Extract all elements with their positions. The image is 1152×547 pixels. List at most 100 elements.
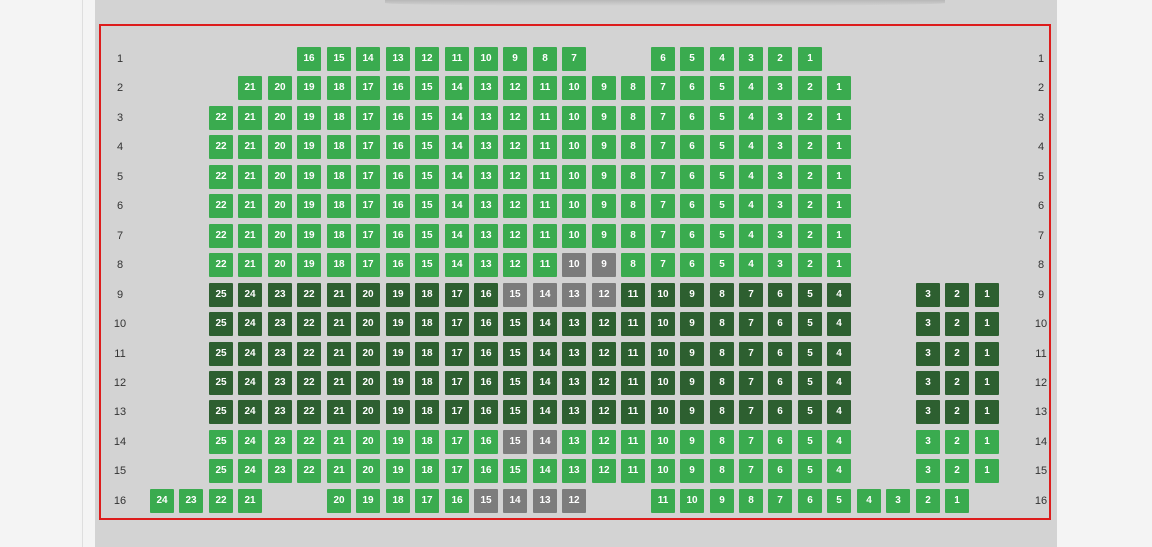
seat[interactable]: 13 xyxy=(386,47,410,71)
seat[interactable]: 9 xyxy=(680,342,704,366)
seat[interactable]: 2 xyxy=(798,106,822,130)
seat[interactable]: 3 xyxy=(768,165,792,189)
seat[interactable]: 19 xyxy=(297,194,321,218)
seat[interactable]: 5 xyxy=(798,459,822,483)
seat[interactable]: 23 xyxy=(268,371,292,395)
seat[interactable]: 9 xyxy=(680,371,704,395)
seat[interactable]: 21 xyxy=(327,459,351,483)
seat[interactable]: 6 xyxy=(680,165,704,189)
seat[interactable]: 6 xyxy=(768,459,792,483)
seat[interactable]: 19 xyxy=(297,165,321,189)
seat[interactable]: 22 xyxy=(297,400,321,424)
seat[interactable]: 9 xyxy=(592,194,616,218)
seat[interactable]: 8 xyxy=(710,459,734,483)
seat[interactable]: 9 xyxy=(592,106,616,130)
seat[interactable]: 14 xyxy=(533,342,557,366)
seat[interactable]: 6 xyxy=(680,253,704,277)
seat[interactable]: 16 xyxy=(445,489,469,513)
seat[interactable]: 15 xyxy=(415,76,439,100)
seat[interactable]: 17 xyxy=(356,106,380,130)
seat[interactable]: 2 xyxy=(798,76,822,100)
seat[interactable]: 10 xyxy=(562,106,586,130)
seat[interactable]: 10 xyxy=(562,165,586,189)
seat[interactable]: 7 xyxy=(768,489,792,513)
seat[interactable]: 16 xyxy=(386,224,410,248)
seat[interactable]: 18 xyxy=(415,312,439,336)
seat[interactable]: 3 xyxy=(916,312,940,336)
seat[interactable]: 15 xyxy=(415,253,439,277)
seat[interactable]: 11 xyxy=(533,253,557,277)
seat[interactable]: 18 xyxy=(415,371,439,395)
seat[interactable]: 17 xyxy=(356,194,380,218)
seat[interactable]: 13 xyxy=(562,430,586,454)
seat[interactable]: 18 xyxy=(415,400,439,424)
seat[interactable]: 12 xyxy=(592,312,616,336)
seat[interactable]: 5 xyxy=(710,165,734,189)
seat[interactable]: 8 xyxy=(621,76,645,100)
seat[interactable]: 23 xyxy=(179,489,203,513)
seat[interactable]: 11 xyxy=(621,400,645,424)
seat[interactable]: 3 xyxy=(916,430,940,454)
seat[interactable]: 19 xyxy=(297,253,321,277)
seat[interactable]: 17 xyxy=(356,253,380,277)
seat[interactable]: 12 xyxy=(562,489,586,513)
seat[interactable]: 10 xyxy=(562,194,586,218)
seat[interactable]: 1 xyxy=(798,47,822,71)
seat[interactable]: 9 xyxy=(680,459,704,483)
seat[interactable]: 3 xyxy=(916,459,940,483)
seat[interactable]: 17 xyxy=(415,489,439,513)
seat[interactable]: 5 xyxy=(680,47,704,71)
seat[interactable]: 5 xyxy=(798,430,822,454)
seat[interactable]: 12 xyxy=(592,283,616,307)
seat[interactable]: 23 xyxy=(268,283,292,307)
seat[interactable]: 7 xyxy=(651,135,675,159)
seat[interactable]: 23 xyxy=(268,430,292,454)
seat[interactable]: 5 xyxy=(710,194,734,218)
seat[interactable]: 12 xyxy=(592,400,616,424)
seat[interactable]: 6 xyxy=(768,371,792,395)
seat[interactable]: 20 xyxy=(356,400,380,424)
seat[interactable]: 16 xyxy=(386,135,410,159)
seat[interactable]: 17 xyxy=(445,400,469,424)
seat[interactable]: 21 xyxy=(238,194,262,218)
seat[interactable]: 14 xyxy=(445,135,469,159)
seat[interactable]: 15 xyxy=(503,371,527,395)
seat[interactable]: 12 xyxy=(503,165,527,189)
seat[interactable]: 11 xyxy=(533,194,557,218)
seat[interactable]: 5 xyxy=(798,283,822,307)
seat[interactable]: 23 xyxy=(268,312,292,336)
seat[interactable]: 11 xyxy=(621,342,645,366)
seat[interactable]: 5 xyxy=(710,76,734,100)
seat[interactable]: 11 xyxy=(621,371,645,395)
seat[interactable]: 13 xyxy=(474,135,498,159)
seat[interactable]: 1 xyxy=(975,400,999,424)
seat[interactable]: 8 xyxy=(739,489,763,513)
seat[interactable]: 22 xyxy=(209,253,233,277)
seat[interactable]: 1 xyxy=(975,283,999,307)
seat[interactable]: 17 xyxy=(445,312,469,336)
seat[interactable]: 3 xyxy=(768,76,792,100)
seat[interactable]: 7 xyxy=(651,106,675,130)
seat[interactable]: 22 xyxy=(297,283,321,307)
seat[interactable]: 14 xyxy=(533,459,557,483)
seat[interactable]: 18 xyxy=(327,224,351,248)
seat[interactable]: 5 xyxy=(798,342,822,366)
seat[interactable]: 14 xyxy=(533,283,557,307)
seat[interactable]: 10 xyxy=(651,283,675,307)
seat[interactable]: 22 xyxy=(297,430,321,454)
seat[interactable]: 17 xyxy=(356,76,380,100)
seat[interactable]: 13 xyxy=(562,283,586,307)
seat[interactable]: 2 xyxy=(798,135,822,159)
seat[interactable]: 7 xyxy=(651,165,675,189)
seat[interactable]: 9 xyxy=(592,135,616,159)
seat[interactable]: 7 xyxy=(739,312,763,336)
seat[interactable]: 6 xyxy=(768,312,792,336)
seat[interactable]: 22 xyxy=(209,224,233,248)
seat[interactable]: 15 xyxy=(415,194,439,218)
seat[interactable]: 10 xyxy=(651,459,675,483)
seat[interactable]: 2 xyxy=(916,489,940,513)
seat[interactable]: 18 xyxy=(327,165,351,189)
seat[interactable]: 8 xyxy=(621,194,645,218)
seat[interactable]: 7 xyxy=(651,76,675,100)
seat[interactable]: 8 xyxy=(621,253,645,277)
